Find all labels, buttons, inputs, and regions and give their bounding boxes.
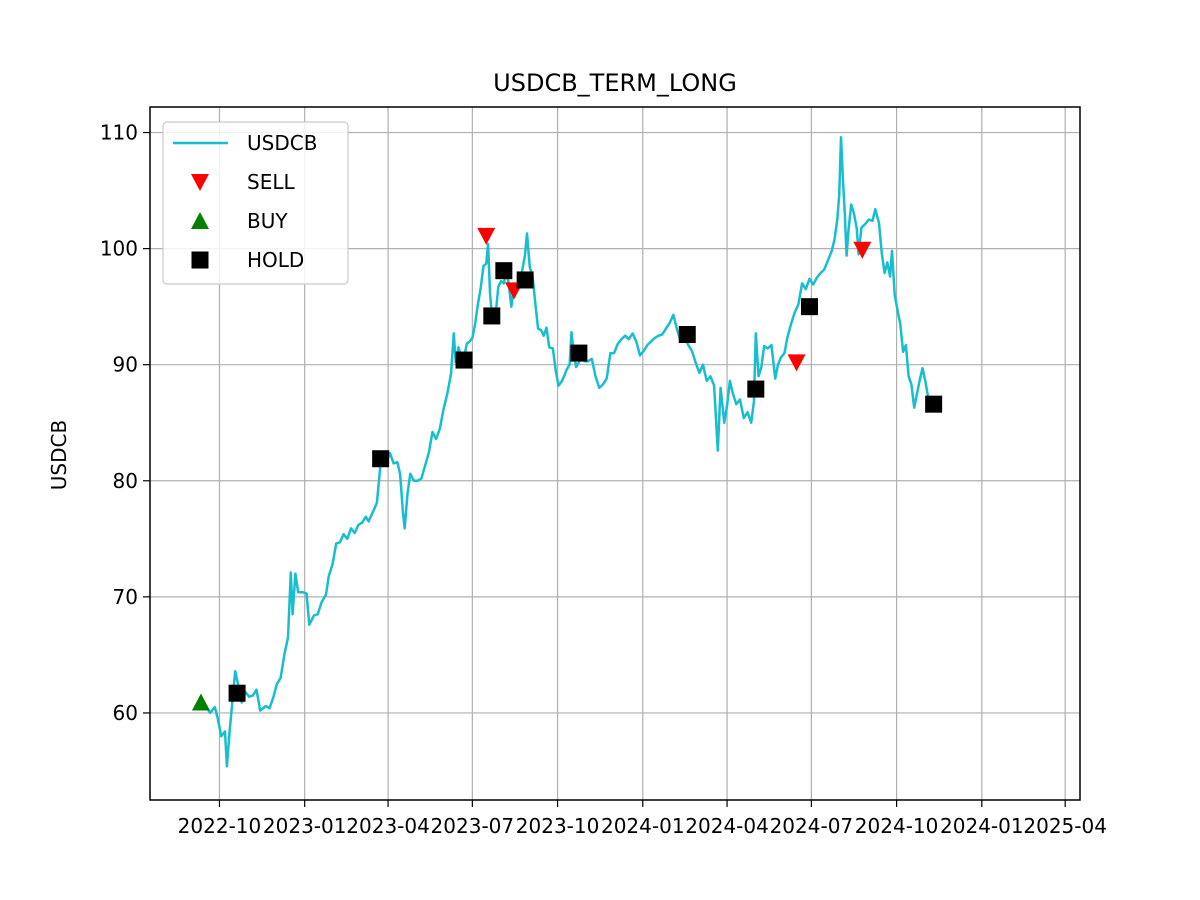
buy-marker (191, 693, 210, 711)
hold-marker (678, 326, 696, 344)
plot-frame (149, 106, 1081, 801)
legend-buy-swatch (191, 212, 209, 229)
hold-marker (516, 271, 534, 289)
y-tick-label: 70 (113, 585, 138, 609)
legend: USDCB SELL BUY HOLD (162, 121, 349, 285)
y-tick-label: 90 (113, 353, 138, 377)
hold-marker (483, 307, 501, 325)
marker-layer (191, 227, 943, 711)
legend-label: HOLD (247, 248, 304, 272)
x-tick-label: 2023-01 (263, 814, 347, 838)
hold-marker (570, 344, 588, 362)
x-tick-label: 2023-04 (346, 814, 430, 838)
legend-sell-swatch (191, 174, 209, 191)
hold-marker (228, 684, 246, 702)
sell-marker (787, 354, 806, 372)
sell-marker (477, 227, 496, 245)
x-tick-label: 2024-01 (601, 814, 685, 838)
legend-label: USDCB (247, 131, 317, 155)
hold-marker (801, 298, 819, 316)
series-layer (200, 135, 933, 768)
hold-marker (495, 262, 513, 280)
axis-ticks: 2022-10 2023-01 2023-04 2023-07 2023-10 2024-… (100, 121, 1107, 838)
hold-marker (925, 395, 943, 413)
x-tick-label: 2024-04 (685, 814, 769, 838)
legend-box (162, 121, 349, 285)
x-tick-label: 2022-10 (178, 814, 262, 838)
x-tick-label: 2024-10 (855, 814, 939, 838)
x-tick-label: 2023-10 (516, 814, 600, 838)
x-tick-label: 2023-07 (431, 814, 515, 838)
y-tick-label: 80 (113, 469, 138, 493)
legend-hold-swatch (191, 251, 209, 269)
y-tick-label: 100 (100, 237, 138, 261)
legend-label: BUY (247, 209, 288, 233)
x-tick-label: 2024-07 (770, 814, 854, 838)
y-axis-label: USDCB (47, 420, 71, 490)
x-tick-label: 2025-04 (1023, 814, 1107, 838)
x-tick-label: 2024-01 (940, 814, 1024, 838)
y-tick-label: 60 (113, 701, 138, 725)
y-tick-label: 110 (100, 121, 138, 145)
hold-marker (455, 351, 473, 369)
hold-marker (372, 450, 390, 468)
grid (150, 107, 1080, 800)
series-line-usdcb (200, 135, 933, 768)
sell-marker (853, 241, 872, 259)
legend-label: SELL (247, 170, 295, 194)
hold-marker (747, 380, 765, 398)
chart-title: USDCB_TERM_LONG (493, 69, 737, 97)
